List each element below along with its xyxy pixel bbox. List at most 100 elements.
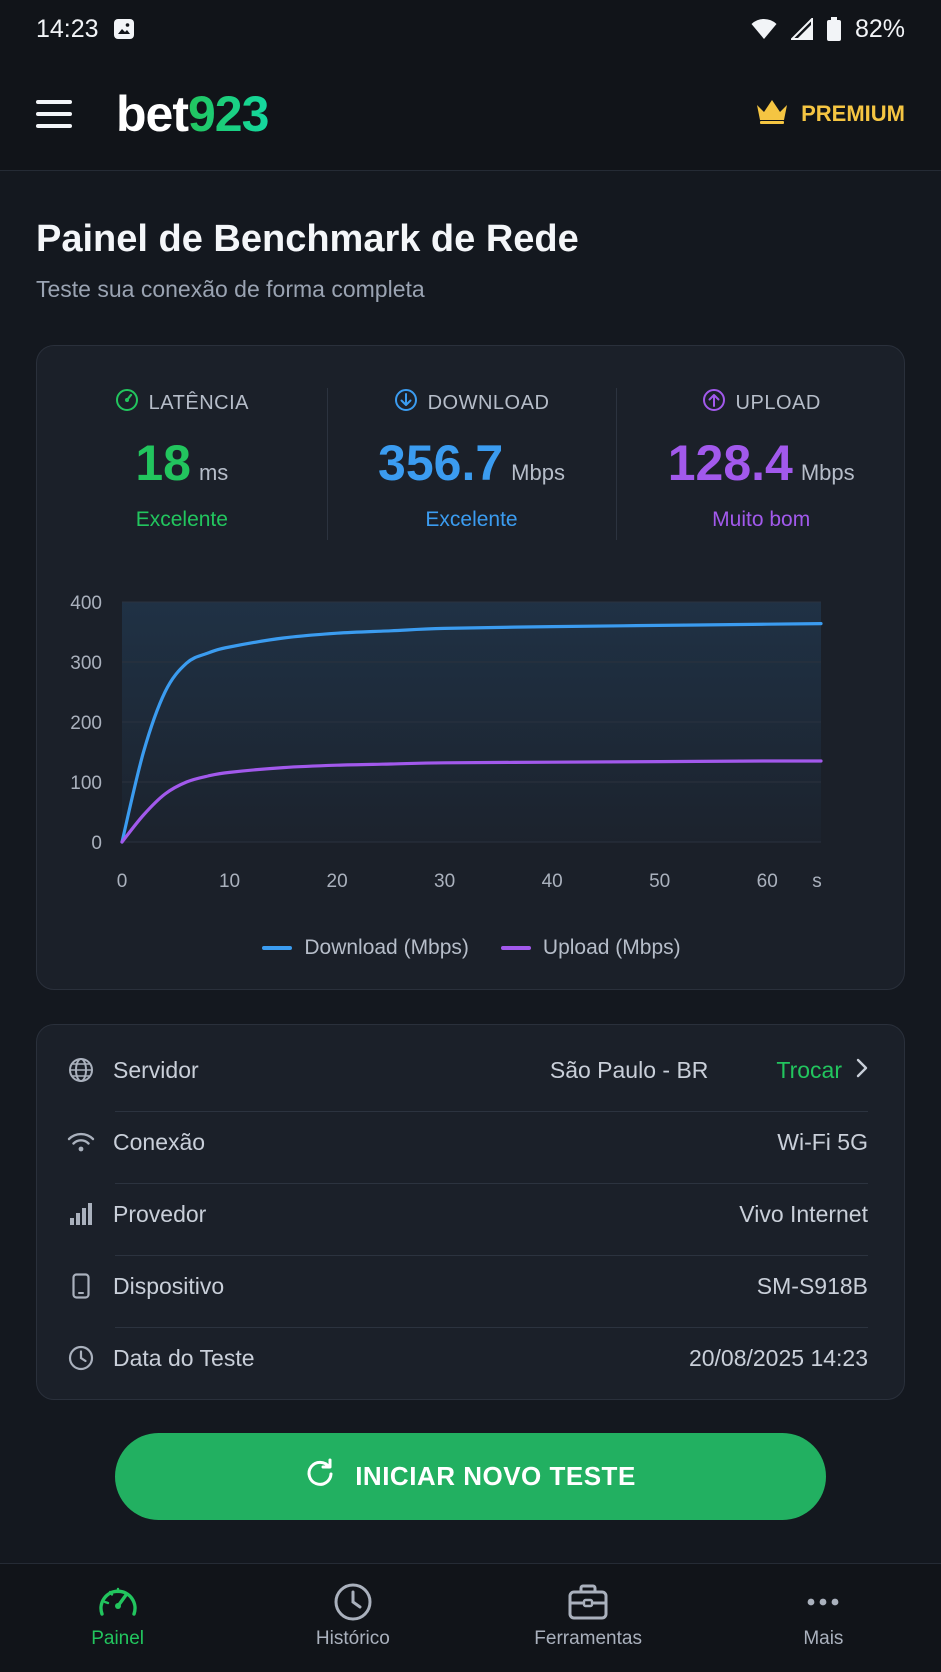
metrics-row: LATÊNCIA 18 ms Excelente DOWNLOAD 356.7 … (37, 346, 906, 566)
nav-label-painel: Painel (91, 1628, 145, 1649)
speed-chart-svg: 0 100 200 300 400 0 10 20 30 40 50 60 s (70, 593, 823, 892)
signal-bars-icon (67, 1200, 95, 1228)
provider-value: Vivo Internet (739, 1200, 868, 1227)
start-new-test-button[interactable]: INICIAR NOVO TESTE (115, 1433, 826, 1520)
nav-item-ferramentas[interactable]: Ferramentas (471, 1564, 706, 1672)
speed-chart: 0 100 200 300 400 0 10 20 30 40 50 60 s (37, 581, 906, 911)
upload-label: UPLOAD (735, 391, 821, 414)
divider (115, 1111, 868, 1112)
divider (115, 1327, 868, 1328)
divider (115, 1255, 868, 1256)
y-tick-label: 0 (91, 833, 102, 854)
info-row-provider: Provedor Vivo Internet (67, 1193, 868, 1235)
app-logo: bet 923 (116, 85, 269, 143)
legend-download-swatch (262, 946, 293, 950)
battery-icon (826, 17, 841, 41)
chart-legend: Download (Mbps) Upload (Mbps) (37, 936, 906, 960)
latency-rating: Excelente (135, 508, 228, 531)
upload-series-line (120, 759, 823, 844)
nav-label-mais: Mais (803, 1628, 844, 1649)
globe-icon (67, 1056, 95, 1084)
upload-rating: Muito bom (712, 508, 811, 531)
y-tick-label: 400 (70, 593, 102, 614)
date-value: 20/08/2025 14:23 (688, 1344, 868, 1371)
test-info-card: Servidor São Paulo - BR Trocar Conexão W… (36, 1024, 905, 1400)
hamburger-menu-icon[interactable] (36, 94, 76, 134)
smartphone-icon (67, 1272, 95, 1300)
start-new-test-label: INICIAR NOVO TESTE (355, 1461, 636, 1491)
nav-item-historico[interactable]: Histórico (235, 1564, 470, 1672)
benchmark-results-card: LATÊNCIA 18 ms Excelente DOWNLOAD 356.7 … (36, 345, 905, 990)
clock-icon (333, 1582, 373, 1622)
x-tick-label: 20 (327, 871, 348, 892)
info-row-connection: Conexão Wi-Fi 5G (67, 1121, 868, 1163)
download-series-line (120, 622, 823, 844)
info-row-server: Servidor São Paulo - BR Trocar (67, 1049, 868, 1091)
connection-value: Wi-Fi 5G (777, 1128, 868, 1155)
date-label: Data do Teste (113, 1344, 255, 1371)
wifi-connection-icon (67, 1128, 95, 1156)
nav-item-painel[interactable]: Painel (0, 1564, 235, 1672)
more-dots-icon (803, 1582, 843, 1622)
status-bar: 14:23 82% (0, 0, 941, 58)
y-tick-label: 300 (70, 653, 102, 674)
premium-button[interactable]: PREMIUM (755, 97, 905, 131)
x-tick-label: 0 (117, 871, 128, 892)
upload-value: 128.4 (667, 435, 793, 491)
latency-unit: ms (198, 460, 229, 485)
x-tick-label: 40 (542, 871, 563, 892)
server-value: São Paulo - BR (549, 1056, 709, 1083)
nav-label-ferramentas: Ferramentas (534, 1628, 642, 1649)
device-label: Dispositivo (113, 1272, 225, 1299)
app-header: bet 923 PREMIUM (0, 58, 941, 171)
download-value: 356.7 (378, 435, 504, 491)
divider (115, 1183, 868, 1184)
provider-label: Provedor (113, 1200, 207, 1227)
x-tick-label: 50 (649, 871, 670, 892)
clock-icon (67, 1344, 95, 1372)
battery-percent: 82% (854, 14, 905, 43)
legend-upload-swatch (500, 946, 531, 950)
latency-label: LATÊNCIA (148, 391, 249, 414)
download-arrow-icon (394, 388, 418, 418)
legend-upload-label: Upload (Mbps) (542, 936, 681, 959)
page-title: Painel de Benchmark de Rede (36, 218, 579, 260)
upload-unit: Mbps (800, 460, 855, 485)
download-label: DOWNLOAD (427, 391, 550, 414)
metric-download: DOWNLOAD 356.7 Mbps Excelente (326, 346, 617, 566)
metric-latency: LATÊNCIA 18 ms Excelente (37, 346, 327, 566)
x-tick-label: 60 (757, 871, 778, 892)
change-server-label: Trocar (776, 1056, 842, 1083)
x-tick-label: 30 (434, 871, 455, 892)
device-value: SM-S918B (756, 1272, 868, 1299)
latency-value: 18 (135, 435, 191, 491)
bottom-navigation: Painel Histórico Ferramentas Mais (0, 1563, 941, 1672)
y-tick-label: 200 (70, 713, 102, 734)
speedometer-icon (96, 1582, 140, 1622)
status-time: 14:23 (36, 14, 99, 43)
y-tick-label: 100 (70, 773, 102, 794)
info-row-date: Data do Teste 20/08/2025 14:23 (67, 1337, 868, 1379)
server-label: Servidor (113, 1056, 199, 1083)
logo-text-white: bet (116, 86, 189, 142)
cellular-signal-icon (790, 18, 813, 40)
upload-arrow-icon (702, 388, 726, 418)
logo-text-green: 923 (188, 86, 269, 142)
metric-upload: UPLOAD 128.4 Mbps Muito bom (616, 346, 906, 566)
nav-label-historico: Histórico (315, 1628, 390, 1649)
download-rating: Excelente (425, 508, 518, 531)
wifi-icon (751, 18, 777, 40)
info-row-device: Dispositivo SM-S918B (67, 1265, 868, 1307)
gallery-notification-icon (113, 18, 135, 40)
chevron-right-icon (856, 1057, 868, 1084)
download-unit: Mbps (511, 460, 565, 485)
latency-gauge-icon (115, 388, 139, 418)
nav-item-mais[interactable]: Mais (706, 1564, 941, 1672)
premium-label: PREMIUM (801, 101, 905, 126)
page-subtitle: Teste sua conexão de forma completa (36, 276, 425, 302)
x-axis-unit-label: s (812, 871, 822, 892)
legend-download-label: Download (Mbps) (304, 936, 469, 959)
change-server-button[interactable]: Trocar (776, 1057, 868, 1084)
x-tick-label: 10 (219, 871, 240, 892)
connection-label: Conexão (113, 1128, 206, 1155)
